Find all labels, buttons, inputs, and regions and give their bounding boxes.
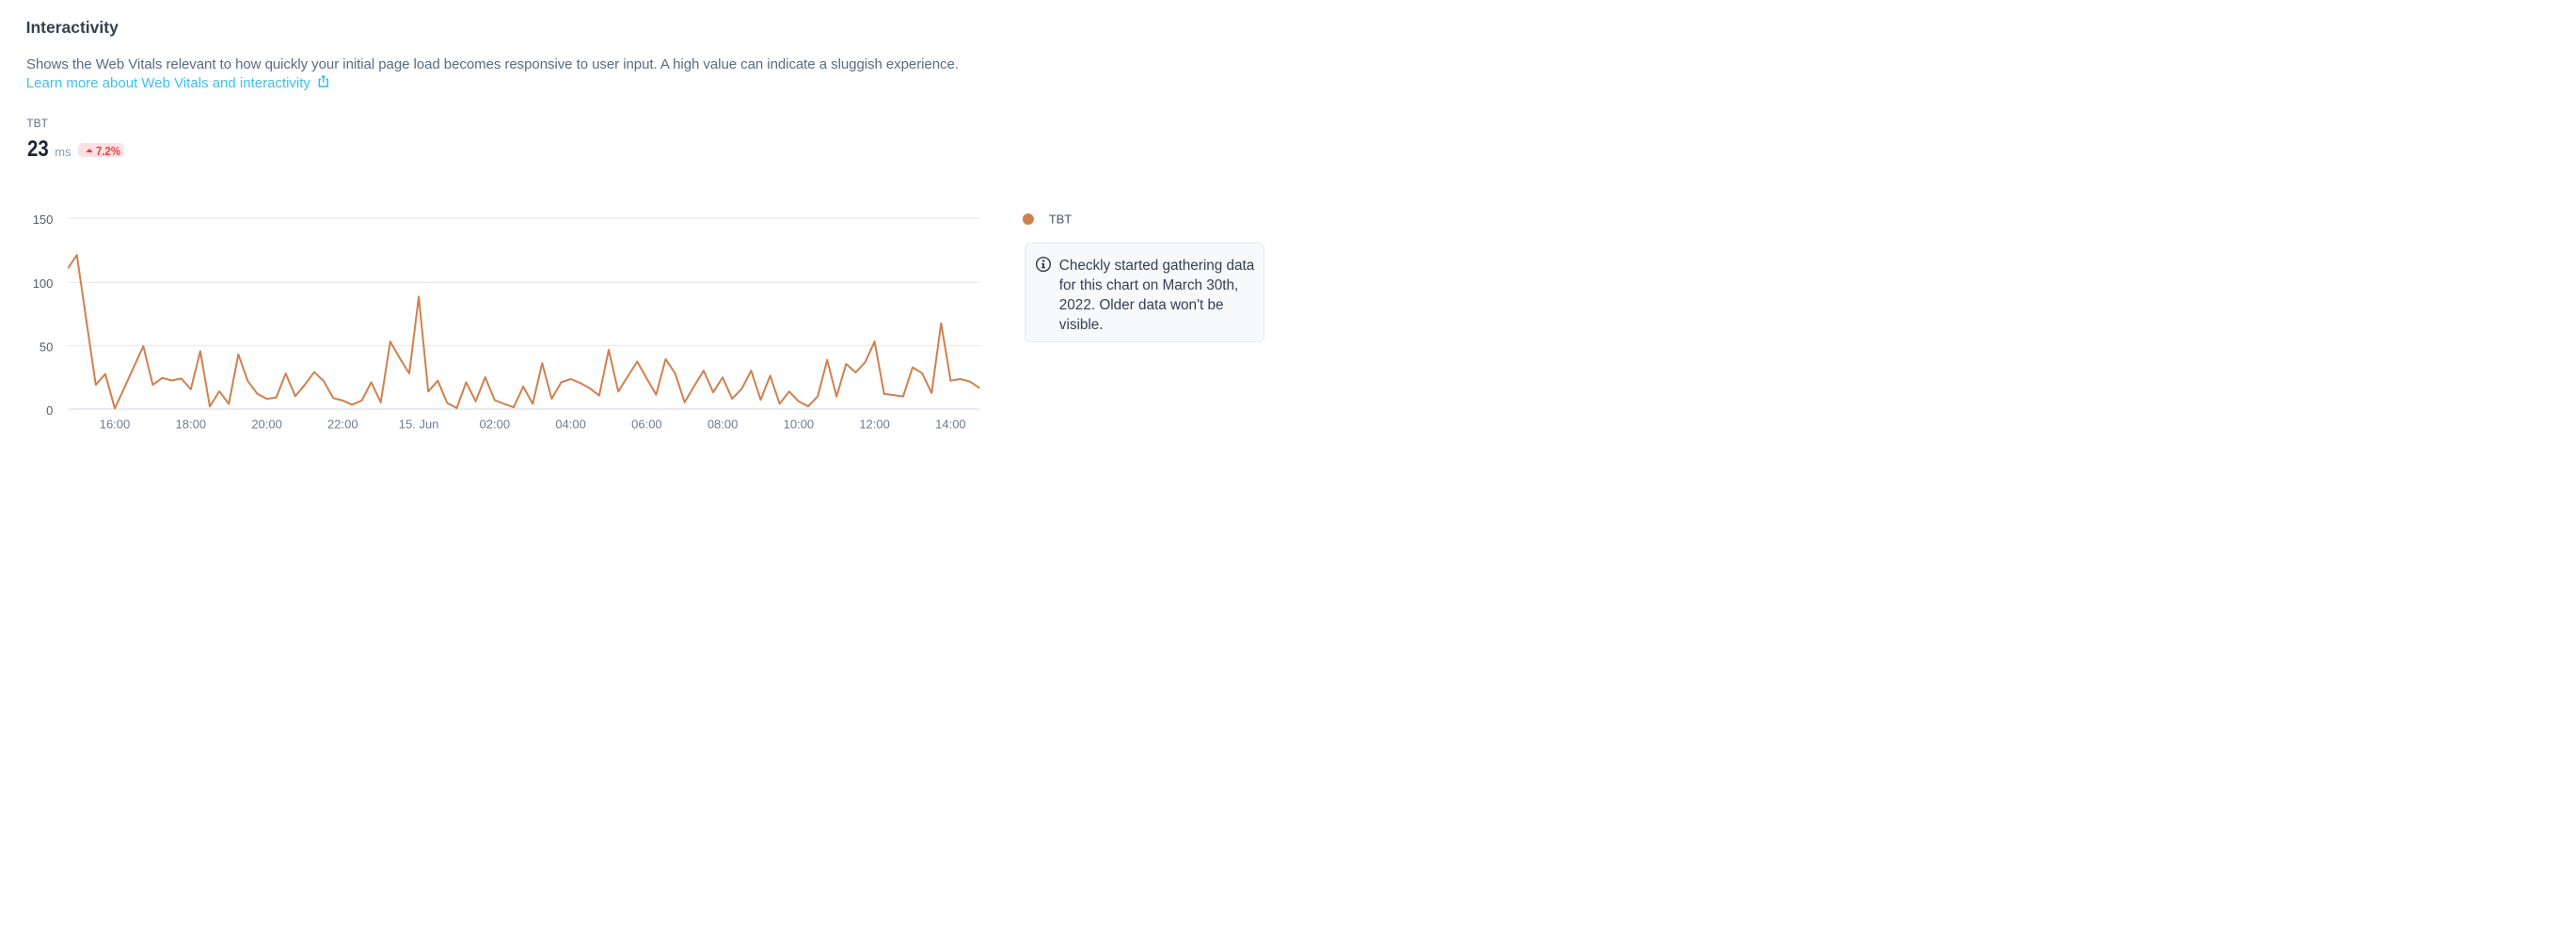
svg-text:18:00: 18:00 (176, 417, 207, 431)
svg-text:08:00: 08:00 (708, 417, 739, 431)
svg-text:22:00: 22:00 (327, 417, 358, 431)
svg-text:04:00: 04:00 (555, 417, 586, 431)
svg-text:16:00: 16:00 (100, 417, 131, 431)
svg-text:15. Jun: 15. Jun (399, 417, 439, 431)
svg-text:14:00: 14:00 (935, 417, 966, 431)
svg-text:150: 150 (33, 213, 54, 227)
svg-text:02:00: 02:00 (480, 417, 511, 431)
svg-text:0: 0 (46, 403, 53, 418)
svg-text:TBT: TBT (1049, 213, 1073, 227)
svg-text:06:00: 06:00 (631, 417, 662, 431)
svg-text:12:00: 12:00 (859, 417, 890, 431)
svg-text:10:00: 10:00 (784, 417, 815, 431)
svg-text:100: 100 (33, 276, 54, 291)
svg-text:20:00: 20:00 (251, 417, 282, 431)
svg-text:50: 50 (40, 340, 53, 355)
